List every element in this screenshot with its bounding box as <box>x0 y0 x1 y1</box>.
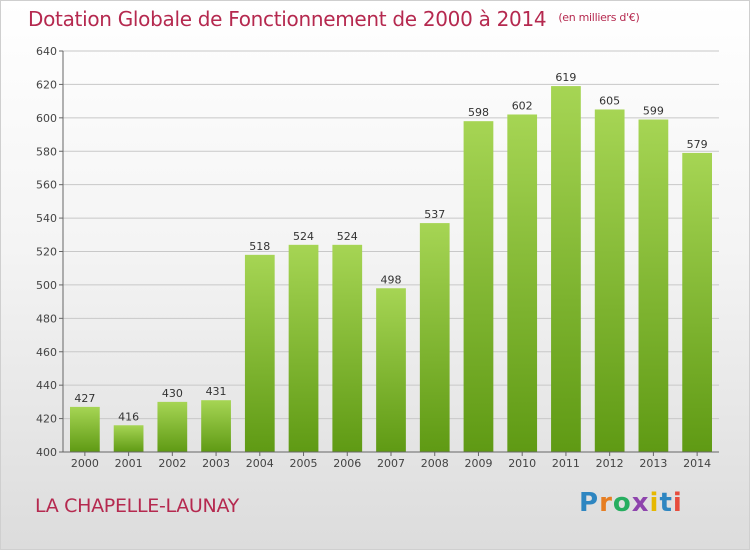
y-tick-label: 460 <box>36 346 57 359</box>
y-tick-label: 500 <box>36 279 57 292</box>
axes <box>62 51 719 453</box>
bar-2007 <box>376 288 406 452</box>
y-tick-label: 580 <box>36 145 57 158</box>
data-label-2007: 498 <box>381 273 402 286</box>
data-label-2004: 518 <box>249 240 270 253</box>
bar-2013 <box>638 119 669 453</box>
commune-name: LA CHAPELLE-LAUNAY <box>35 495 239 517</box>
y-tick-label: 640 <box>36 45 57 58</box>
x-tick-label-2003: 2003 <box>202 457 230 470</box>
x-tick-label-2011: 2011 <box>552 457 580 470</box>
chart-title: Dotation Globale de Fonctionnement de 20… <box>28 7 640 31</box>
x-tick-label-2004: 2004 <box>246 457 274 470</box>
bar-2004 <box>244 254 275 452</box>
data-label-2006: 524 <box>337 230 358 243</box>
bar-2001 <box>113 425 144 452</box>
data-label-2014: 579 <box>687 138 708 151</box>
bar-2000 <box>69 406 100 452</box>
x-tick-label-2012: 2012 <box>596 457 624 470</box>
bar-2002 <box>157 401 188 452</box>
proxiti-logo[interactable]: Proxiti <box>579 488 683 518</box>
data-label-2011: 619 <box>555 71 576 84</box>
x-tick-label-2013: 2013 <box>639 457 667 470</box>
data-label-2010: 602 <box>512 99 533 112</box>
x-tick-label-2009: 2009 <box>464 457 492 470</box>
data-label-2008: 537 <box>424 208 445 221</box>
bar-2003 <box>201 400 231 452</box>
bar-2012 <box>594 109 625 453</box>
y-tick-label: 540 <box>36 212 57 225</box>
data-label-2009: 598 <box>468 106 489 119</box>
bars <box>69 86 713 453</box>
x-tick-label-2008: 2008 <box>421 457 449 470</box>
bar-2009 <box>463 121 494 453</box>
bar-2010 <box>507 114 538 452</box>
y-tick-label: 560 <box>36 179 57 192</box>
data-label-2000: 427 <box>74 392 95 405</box>
chart-unit: (en milliers d'€) <box>558 11 640 24</box>
data-labels: 427 416 430 431 518 524 524 498 537 598 602 619 605 5… <box>74 71 707 423</box>
data-label-2002: 430 <box>162 387 183 400</box>
x-tick-label-2001: 2001 <box>115 457 143 470</box>
x-tick-label-2010: 2010 <box>508 457 536 470</box>
y-tick-label: 620 <box>36 78 57 91</box>
y-tick-label: 480 <box>36 312 57 325</box>
y-tick-label: 600 <box>36 112 57 125</box>
x-tick-label-2002: 2002 <box>158 457 186 470</box>
data-label-2013: 599 <box>643 105 664 118</box>
data-label-2001: 416 <box>118 410 139 423</box>
x-tick-label-2000: 2000 <box>71 457 99 470</box>
x-tick-labels: 2000 2001 2002 2003 2004 2005 2006 2007 2008 2009… <box>71 452 711 470</box>
data-label-2005: 524 <box>293 230 314 243</box>
y-tick-label: 520 <box>36 246 57 259</box>
data-label-2012: 605 <box>599 94 620 107</box>
bar-2005 <box>288 244 319 452</box>
x-tick-label-2005: 2005 <box>290 457 318 470</box>
y-tick-labels: 400 420 440 460 480 500 520 540 560 580 600 620 640 <box>36 45 57 459</box>
y-tick-label: 420 <box>36 413 57 426</box>
bar-2011 <box>551 86 581 453</box>
x-tick-label-2006: 2006 <box>333 457 361 470</box>
bar-2006 <box>332 244 363 452</box>
y-tick-label: 400 <box>36 446 57 459</box>
y-tick-label: 440 <box>36 379 57 392</box>
x-tick-label-2014: 2014 <box>683 457 711 470</box>
data-label-2003: 431 <box>206 385 227 398</box>
bar-2008 <box>419 223 450 452</box>
chart-title-text: Dotation Globale de Fonctionnement de 20… <box>28 7 547 31</box>
x-tick-label-2007: 2007 <box>377 457 405 470</box>
bar-2014 <box>682 152 713 452</box>
